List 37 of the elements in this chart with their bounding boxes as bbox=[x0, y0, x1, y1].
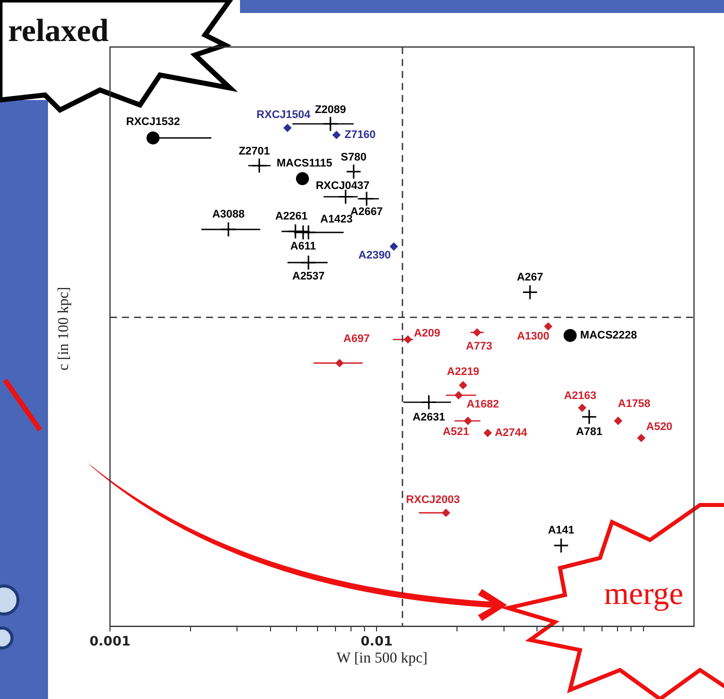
annotation: Z7160 bbox=[344, 128, 376, 141]
annotation: A2390 bbox=[358, 250, 391, 262]
annotation: A1682 bbox=[466, 398, 500, 410]
annotation: A520 bbox=[646, 420, 672, 433]
annotation: A2219 bbox=[446, 366, 480, 378]
annotation: MACS1115 bbox=[276, 158, 332, 170]
annotation: A2744 bbox=[494, 426, 528, 439]
annotation: RXCJ1504 bbox=[256, 108, 312, 121]
x-tick-label: 0.01 bbox=[360, 634, 393, 650]
annotation: A781 bbox=[576, 426, 602, 438]
annotation: MACS2228 bbox=[580, 329, 638, 342]
annotation: A697 bbox=[343, 333, 370, 346]
annotation: A2261 bbox=[275, 210, 308, 222]
annotation: A1423 bbox=[320, 213, 353, 226]
annotation: A2537 bbox=[292, 270, 325, 283]
annotation: Z2089 bbox=[314, 104, 346, 116]
annotation: A611 bbox=[290, 240, 316, 252]
annotation: A1758 bbox=[618, 398, 650, 410]
annotation: RXCJ1532 bbox=[126, 116, 180, 128]
annotation: A3088 bbox=[212, 208, 245, 220]
annotation: A2631 bbox=[412, 411, 446, 424]
text: relaxed bbox=[8, 12, 109, 49]
annotation: A209 bbox=[414, 327, 440, 340]
annotation: A521 bbox=[442, 426, 470, 438]
x-tick-label: 0.001 bbox=[89, 634, 131, 650]
annotation: A1300 bbox=[516, 330, 550, 342]
annotation: merge bbox=[604, 575, 684, 612]
x-axis-title: W [in 500 kpc] bbox=[336, 650, 428, 666]
annotation: RXCJ2003 bbox=[406, 494, 460, 506]
annotation: Z2701 bbox=[238, 146, 270, 158]
annotation: S780 bbox=[340, 152, 366, 164]
y-axis-title: c [in 100 kpc] bbox=[56, 286, 72, 371]
annotation: A267 bbox=[516, 271, 544, 284]
annotation: A773 bbox=[466, 340, 492, 352]
annotation: A141 bbox=[548, 524, 574, 537]
annotation: RXCJ0437 bbox=[316, 180, 370, 192]
annotation: A2163 bbox=[564, 390, 596, 402]
